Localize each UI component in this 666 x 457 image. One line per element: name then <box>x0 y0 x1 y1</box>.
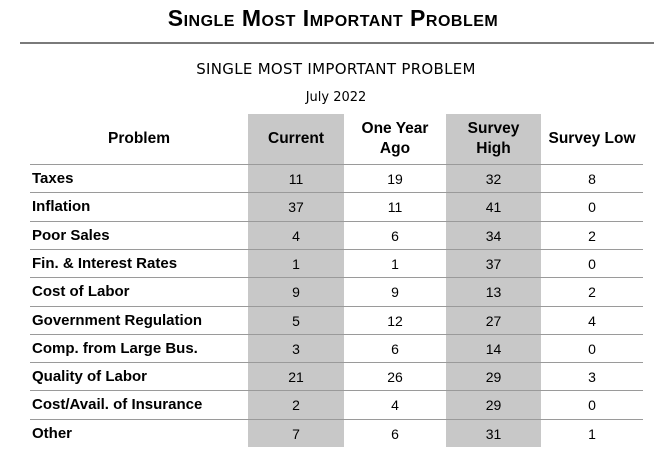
cell-survey-low: 3 <box>588 369 596 386</box>
table-row: Quality of Labor 21 26 29 3 <box>30 362 643 391</box>
survey-high-column-shading <box>446 114 541 447</box>
table-row: Comp. from Large Bus. 3 6 14 0 <box>30 333 643 363</box>
cell-survey-low: 0 <box>588 255 596 272</box>
table-row: Taxes 11 19 32 8 <box>30 164 643 193</box>
cell-one-year-ago: 6 <box>391 425 399 442</box>
column-header-current: Current <box>248 114 344 164</box>
cell-one-year-ago: 26 <box>387 369 403 386</box>
column-header-survey-high-line1: Survey <box>467 120 520 137</box>
table-row: Other 7 6 31 1 <box>30 418 643 448</box>
cell-current: 21 <box>288 369 304 386</box>
cell-survey-high: 14 <box>485 340 502 357</box>
cell-problem: Quality of Labor <box>32 368 148 386</box>
cell-current: 5 <box>292 312 300 329</box>
cell-one-year-ago: 11 <box>387 199 403 216</box>
cell-current: 9 <box>292 284 300 301</box>
column-header-current-label: Current <box>268 130 324 147</box>
table-subtitle: July 2022 <box>305 90 367 105</box>
table-row: Fin. & Interest Rates 1 1 37 0 <box>30 248 643 278</box>
cell-survey-low: 0 <box>588 397 596 414</box>
column-header-survey-high-line2: High <box>476 140 511 157</box>
cell-survey-low: 2 <box>588 284 596 301</box>
cell-one-year-ago: 9 <box>391 284 399 301</box>
cell-one-year-ago: 12 <box>387 312 403 329</box>
table-row: Government Regulation 5 12 27 4 <box>30 305 643 335</box>
cell-one-year-ago: 4 <box>391 397 399 414</box>
cell-current: 11 <box>288 171 304 187</box>
cell-one-year-ago: 6 <box>391 227 399 244</box>
cell-problem: Taxes <box>32 170 74 187</box>
cell-current: 7 <box>292 425 300 442</box>
table-row: Poor Sales 4 6 34 2 <box>30 220 643 250</box>
column-header-one-year-ago-line1: One Year <box>361 120 429 137</box>
cell-problem: Poor Sales <box>32 226 110 244</box>
cell-problem: Fin. & Interest Rates <box>32 254 178 272</box>
cell-current: 1 <box>292 255 300 272</box>
table-row: Cost/Avail. of Insurance 2 4 29 0 <box>30 390 643 419</box>
cell-current: 4 <box>292 227 300 244</box>
column-header-survey-high: Survey High <box>446 114 541 164</box>
cell-survey-low: 0 <box>588 199 596 216</box>
cell-survey-low: 0 <box>588 340 596 357</box>
cell-survey-low: 4 <box>588 312 596 329</box>
cell-survey-high: 31 <box>485 425 502 442</box>
heading-divider <box>20 42 654 44</box>
cell-current: 37 <box>288 199 304 216</box>
cell-problem: Comp. from Large Bus. <box>32 339 198 357</box>
cell-one-year-ago: 19 <box>387 171 403 187</box>
column-header-problem-label: Problem <box>107 130 170 147</box>
cell-survey-high: 34 <box>485 227 502 244</box>
cell-one-year-ago: 6 <box>391 340 399 357</box>
cell-survey-high: 29 <box>485 397 502 414</box>
cell-problem: Government Regulation <box>32 311 203 329</box>
table-row: Cost of Labor 9 9 13 2 <box>30 277 643 306</box>
cell-survey-low: 2 <box>588 227 596 244</box>
cell-survey-high: 32 <box>485 171 502 187</box>
cell-survey-high: 41 <box>485 199 502 216</box>
cell-survey-high: 13 <box>485 284 502 301</box>
cell-survey-low: 8 <box>588 171 596 187</box>
column-header-survey-low: Survey Low <box>541 114 643 164</box>
cell-survey-high: 37 <box>485 255 502 272</box>
table-row: Inflation 37 11 41 0 <box>30 192 643 221</box>
table-title: SINGLE MOST IMPORTANT PROBLEM <box>196 60 476 78</box>
cell-survey-high: 29 <box>485 369 502 386</box>
column-header-one-year-ago: One Year Ago <box>344 114 446 164</box>
cell-problem: Cost of Labor <box>32 283 130 301</box>
cell-survey-low: 1 <box>588 425 596 442</box>
column-header-problem: Problem <box>30 114 248 164</box>
page-heading: Single Most Important Problem <box>167 5 499 31</box>
cell-one-year-ago: 1 <box>391 255 399 272</box>
current-column-shading <box>248 114 344 447</box>
cell-problem: Inflation <box>32 198 91 216</box>
cell-current: 3 <box>292 340 300 357</box>
cell-survey-high: 27 <box>485 312 502 329</box>
column-header-one-year-ago-line2: Ago <box>379 140 411 157</box>
cell-current: 2 <box>292 397 300 414</box>
cell-problem: Cost/Avail. of Insurance <box>32 396 203 414</box>
cell-problem: Other <box>32 424 73 442</box>
column-header-survey-low-label: Survey Low <box>548 130 636 147</box>
